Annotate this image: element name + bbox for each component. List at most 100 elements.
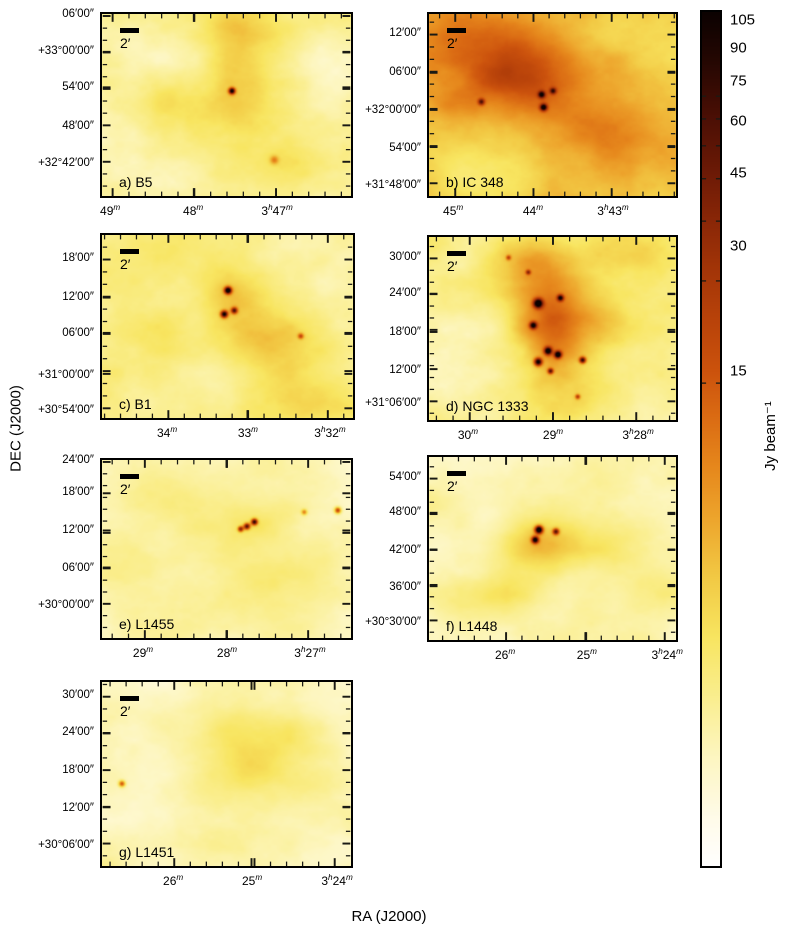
colorbar [700,10,722,868]
scalebar-label: 2′ [120,35,131,51]
y-tick-label: 12′00″ [62,802,94,815]
y-tick-label: +31°48′00″ [365,178,421,191]
colorbar-tick-label: 45 [730,164,747,182]
scalebar-label: 2′ [447,258,458,274]
y-tick-label: +33°00′00″ [38,44,94,57]
y-tick-label: 54′00″ [389,141,421,154]
y-tick-label: 18′00″ [62,252,94,265]
scalebar-label: 2′ [120,481,131,497]
map-canvas [102,682,351,866]
colorbar-gradient [702,12,720,866]
y-tick-label: 54′00″ [389,471,421,484]
scalebar-label: 2′ [120,703,131,719]
colorbar-ticks [702,95,720,384]
y-tick-label: 36′00″ [389,581,421,594]
y-tick-label: 12′00″ [389,27,421,40]
map-canvas [102,460,351,638]
scalebar-label: 2′ [447,478,458,494]
x-tick-label: 25m [576,647,597,662]
x-tick-label: 25m [241,873,263,888]
panel-b5: 2′ a) B5 [100,12,353,198]
scalebar [447,471,466,476]
y-tick-label: 24′00″ [62,726,94,739]
axis-ticks [429,14,676,196]
y-tick-label: 30′00″ [62,689,94,702]
panel-label: b) IC 348 [446,174,504,190]
y-tick-label: +31°06′00″ [365,396,421,409]
x-tick-label: 49m [100,203,121,218]
x-tick-label: 3h24m [321,873,353,888]
scalebar [120,28,139,33]
x-tick-label: 3h24m [651,647,683,662]
y-tick-label: 06′00″ [62,8,94,21]
colorbar-tick-label: 75 [730,72,747,90]
y-tick-label: +30°06′00″ [38,839,94,852]
map-canvas [429,14,676,196]
panel-l1455: 2′ e) L1455 [100,458,353,640]
x-tick-label: 44m [522,203,543,218]
colorbar-tick-label: 105 [730,11,756,29]
y-tick-label: 48′00″ [62,120,94,133]
x-tick-label: 29m [542,427,564,442]
panel-l1448: 2′ f) L1448 [427,455,678,642]
axis-ticks [429,457,676,640]
colorbar-tick-label: 30 [730,237,747,255]
axis-ticks [102,235,353,418]
y-tick-label: 18′00″ [389,326,421,339]
y-tick-label: 24′00″ [62,454,94,466]
y-tick-label: +30°30′00″ [365,615,421,628]
x-tick-label: 3h27m [294,645,326,660]
scalebar [447,28,466,33]
y-tick-label: 18′00″ [62,486,94,499]
panel-ic-348: 2′ b) IC 348 [427,12,678,198]
colorbar-tick-label: 90 [730,39,747,57]
panel-label: a) B5 [119,174,153,190]
y-tick-label: 12′00″ [62,290,94,303]
x-tick-label: 48m [183,203,204,218]
y-tick-label: +30°00′00″ [38,599,94,612]
y-tick-label: 12′00″ [389,364,421,376]
ra-axis-title: RA (J2000) [351,908,427,925]
y-tick-label: +32°42′00″ [38,157,94,170]
scalebar [120,249,139,254]
y-tick-label: +32°00′00″ [365,104,421,117]
y-tick-label: 24′00″ [389,286,421,299]
scalebar-label: 2′ [120,256,131,272]
map-canvas [429,457,676,640]
y-tick-label: 12′00″ [62,524,94,537]
panel-ngc-1333: 2′ d) NGC 1333 [427,235,678,422]
x-tick-label: 3h43m [597,203,629,218]
y-tick-label: 06′00″ [62,561,94,574]
y-tick-label: 48′00″ [389,506,421,519]
axis-ticks [102,460,351,638]
colorbar-tick-label: 60 [730,112,747,130]
panel-b1: 2′ c) B1 [100,233,355,420]
axis-ticks [429,237,676,420]
scalebar-label: 2′ [447,35,458,51]
x-tick-label: 30m [457,427,478,442]
x-tick-label: 26m [163,873,184,888]
scalebar [120,474,139,479]
y-tick-label: 06′00″ [62,327,94,340]
y-tick-label: 18′00″ [62,764,94,777]
y-tick-label: 42′00″ [389,543,421,556]
y-tick-label: 06′00″ [389,66,421,79]
x-tick-label: 28m [216,645,238,660]
map-canvas [102,14,351,196]
panel-label: f) L1448 [446,618,498,634]
axis-ticks [102,682,351,866]
y-tick-label: 54′00″ [62,80,94,93]
panel-l1451: 2′ g) L1451 [100,680,353,868]
colorbar-tick-label: 15 [730,362,747,380]
y-tick-label: +30°54′00″ [38,404,94,417]
y-tick-label: +31°00′00″ [38,368,94,381]
panel-label: e) L1455 [119,616,175,632]
x-tick-label: 3h47m [261,203,293,218]
map-canvas [102,235,353,418]
y-tick-label: 30′00″ [389,250,421,263]
axis-ticks [102,14,351,196]
x-tick-label: 45m [443,203,464,218]
x-tick-label: 3h32m [314,425,346,440]
scalebar [120,696,139,701]
